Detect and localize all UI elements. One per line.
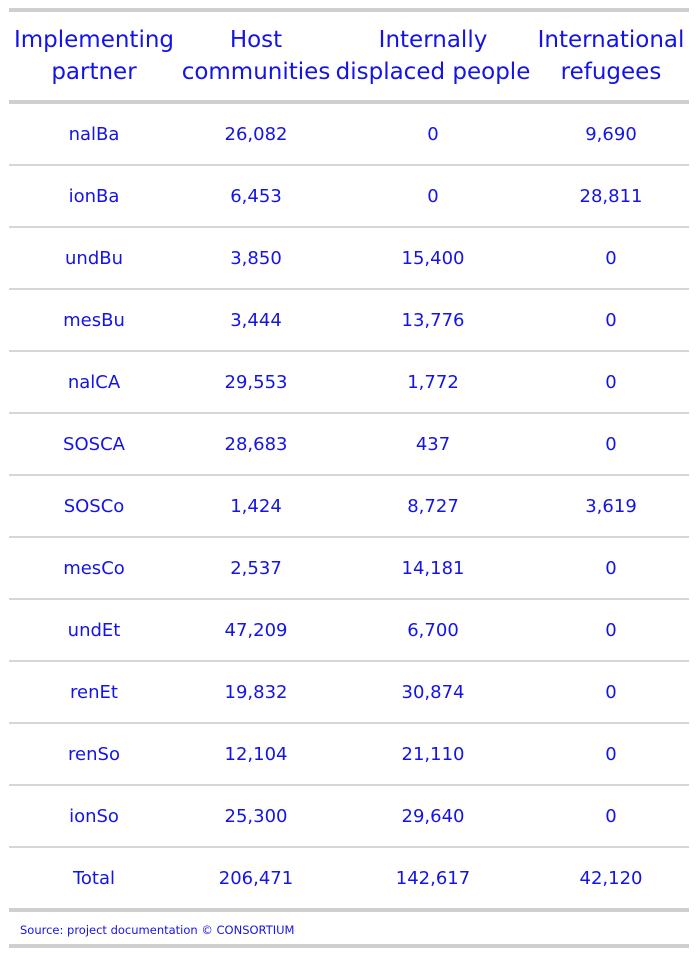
header-line: Host xyxy=(229,27,283,53)
cell-host-communities: 12,104 xyxy=(224,743,288,765)
header-line: Implementing xyxy=(13,27,175,53)
header-internally-displaced: Internally displaced people xyxy=(333,24,533,88)
table-row: mesCo 2,537 14,181 0 xyxy=(9,538,689,598)
cell-host-communities: 3,444 xyxy=(230,309,282,331)
total-label: Total xyxy=(72,867,116,889)
table-row: undBu 3,850 15,400 0 xyxy=(9,228,689,288)
header-line: refugees xyxy=(560,59,662,85)
cell-partner: mesBu xyxy=(63,309,125,331)
row-divider xyxy=(9,412,689,414)
row-divider xyxy=(9,660,689,662)
row-divider xyxy=(9,846,689,848)
row-divider xyxy=(9,350,689,352)
table-body: nalBa 26,082 0 9,690 ionBa 6,453 0 28,811 undBu 3… xyxy=(9,104,689,848)
cell-internally-displaced: 1,772 xyxy=(407,371,459,393)
cell-international-refugees: 0 xyxy=(605,557,617,579)
table-bottom-rule xyxy=(9,944,689,948)
cell-internally-displaced: 6,700 xyxy=(407,619,459,641)
header-line: International xyxy=(537,27,685,53)
cell-internally-displaced: 14,181 xyxy=(401,557,465,579)
cell-host-communities: 1,424 xyxy=(230,495,282,517)
table-row: ionSo 25,300 29,640 0 xyxy=(9,786,689,846)
table-row: SOSCA 28,683 437 0 xyxy=(9,414,689,474)
total-internally-displaced: 142,617 xyxy=(395,867,471,889)
table-row: nalCA 29,553 1,772 0 xyxy=(9,352,689,412)
header-line: partner xyxy=(51,59,137,85)
table-row: renSo 12,104 21,110 0 xyxy=(9,724,689,784)
cell-host-communities: 3,850 xyxy=(230,247,282,269)
cell-partner: undBu xyxy=(65,247,123,269)
cell-host-communities: 19,832 xyxy=(224,681,288,703)
cell-international-refugees: 0 xyxy=(605,619,617,641)
table-row: ionBa 6,453 0 28,811 xyxy=(9,166,689,226)
cell-partner: SOSCA xyxy=(63,433,125,455)
cell-international-refugees: 0 xyxy=(605,309,617,331)
header-line: Internally xyxy=(378,27,488,53)
data-table: Implementing partner Host communities In… xyxy=(9,8,689,948)
cell-internally-displaced: 21,110 xyxy=(401,743,465,765)
row-divider xyxy=(9,288,689,290)
header-implementing-partner: Implementing partner xyxy=(9,24,179,88)
table-row: undEt 47,209 6,700 0 xyxy=(9,600,689,660)
cell-host-communities: 25,300 xyxy=(224,805,288,827)
cell-partner: renSo xyxy=(68,743,120,765)
total-row: Total 206,471 142,617 42,120 xyxy=(9,848,689,908)
cell-host-communities: 29,553 xyxy=(224,371,288,393)
cell-international-refugees: 0 xyxy=(605,805,617,827)
cell-internally-displaced: 15,400 xyxy=(401,247,465,269)
cell-internally-displaced: 0 xyxy=(427,185,439,207)
cell-partner: undEt xyxy=(67,619,121,641)
total-host-communities: 206,471 xyxy=(218,867,294,889)
table-header: Implementing partner Host communities In… xyxy=(9,12,689,100)
cell-internally-displaced: 0 xyxy=(427,123,439,145)
cell-partner: mesCo xyxy=(63,557,125,579)
table-top-rule xyxy=(9,8,689,12)
cell-partner: SOSCo xyxy=(63,495,125,517)
cell-internally-displaced: 437 xyxy=(415,433,451,455)
row-divider xyxy=(9,722,689,724)
table-row: nalBa 26,082 0 9,690 xyxy=(9,104,689,164)
cell-international-refugees: 0 xyxy=(605,681,617,703)
cell-partner: nalCA xyxy=(67,371,121,393)
cell-internally-displaced: 29,640 xyxy=(401,805,465,827)
total-bottom-rule xyxy=(9,908,689,912)
header-bottom-rule xyxy=(9,100,689,104)
header-line: displaced people xyxy=(335,59,531,85)
row-divider xyxy=(9,598,689,600)
source-note: Source: project documentation © CONSORTI… xyxy=(9,912,689,944)
source-text: Source: project documentation © CONSORTI… xyxy=(20,922,295,937)
table-row: renEt 19,832 30,874 0 xyxy=(9,662,689,722)
header-international-refugees: International refugees xyxy=(533,24,689,88)
cell-international-refugees: 0 xyxy=(605,433,617,455)
cell-internally-displaced: 8,727 xyxy=(407,495,459,517)
cell-host-communities: 28,683 xyxy=(224,433,288,455)
header-line: communities xyxy=(181,59,331,85)
row-divider xyxy=(9,474,689,476)
row-divider xyxy=(9,164,689,166)
cell-partner: renEt xyxy=(70,681,118,703)
header-host-communities: Host communities xyxy=(179,24,333,88)
cell-host-communities: 2,537 xyxy=(230,557,282,579)
cell-partner: ionBa xyxy=(68,185,120,207)
cell-international-refugees: 28,811 xyxy=(579,185,643,207)
cell-host-communities: 47,209 xyxy=(224,619,288,641)
row-divider xyxy=(9,536,689,538)
table-row: mesBu 3,444 13,776 0 xyxy=(9,290,689,350)
cell-international-refugees: 0 xyxy=(605,743,617,765)
cell-international-refugees: 0 xyxy=(605,247,617,269)
cell-partner: nalBa xyxy=(68,123,120,145)
row-divider xyxy=(9,784,689,786)
total-international-refugees: 42,120 xyxy=(579,867,643,889)
table-row: SOSCo 1,424 8,727 3,619 xyxy=(9,476,689,536)
cell-international-refugees: 0 xyxy=(605,371,617,393)
row-divider xyxy=(9,226,689,228)
cell-host-communities: 6,453 xyxy=(230,185,282,207)
cell-internally-displaced: 13,776 xyxy=(401,309,465,331)
cell-international-refugees: 9,690 xyxy=(585,123,637,145)
cell-partner: ionSo xyxy=(69,805,119,827)
cell-host-communities: 26,082 xyxy=(224,123,288,145)
cell-international-refugees: 3,619 xyxy=(585,495,637,517)
cell-internally-displaced: 30,874 xyxy=(401,681,465,703)
